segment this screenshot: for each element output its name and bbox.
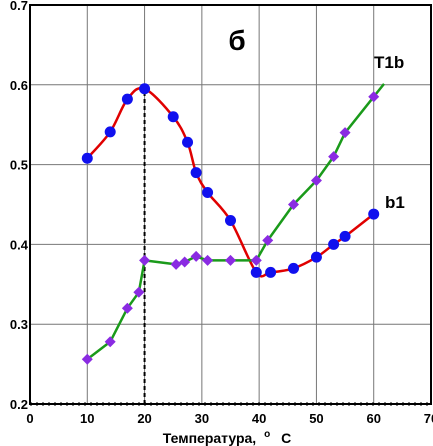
data-point-b1 bbox=[104, 126, 116, 138]
data-point-t1b bbox=[133, 286, 145, 298]
y-tick-label: 0.4 bbox=[10, 237, 29, 252]
y-tick-label: 0.6 bbox=[10, 78, 28, 93]
panel-label: б bbox=[228, 25, 245, 56]
y-tick-label: 0.7 bbox=[10, 0, 28, 13]
y-tick-label: 0.2 bbox=[10, 397, 28, 412]
data-point-t1b bbox=[368, 91, 380, 103]
data-point-t1b bbox=[310, 175, 322, 187]
data-point-b1 bbox=[182, 136, 194, 148]
data-point-t1b bbox=[339, 127, 351, 139]
data-point-t1b bbox=[170, 258, 182, 270]
x-tick-label: 30 bbox=[195, 411, 209, 426]
data-point-t1b bbox=[81, 353, 93, 365]
data-point-t1b bbox=[328, 151, 340, 163]
data-point-b1 bbox=[339, 230, 351, 242]
data-point-b1 bbox=[225, 214, 236, 226]
data-point-t1b bbox=[225, 254, 236, 266]
grid bbox=[30, 5, 431, 404]
data-point-t1b bbox=[262, 234, 274, 246]
data-point-b1 bbox=[202, 187, 214, 199]
data-point-b1 bbox=[310, 251, 322, 263]
x-axis-degree-sign: o bbox=[264, 429, 270, 440]
series-line-t1b bbox=[86, 96, 375, 361]
data-point-t1b bbox=[190, 250, 202, 262]
data-point-b1 bbox=[288, 262, 300, 274]
data-point-b1 bbox=[121, 93, 133, 105]
data-point-b1 bbox=[250, 266, 262, 278]
x-tick-label: 0 bbox=[26, 411, 33, 426]
x-axis-title: Температура, o C bbox=[163, 424, 291, 446]
data-point-b1 bbox=[167, 111, 179, 123]
data-point-t1b bbox=[250, 254, 262, 266]
data-point-b1 bbox=[81, 152, 93, 164]
axes bbox=[29, 4, 432, 406]
data-point-t1b bbox=[202, 254, 214, 266]
data-point-t1b bbox=[179, 256, 191, 268]
data-point-t1b bbox=[104, 336, 116, 348]
data-point-b1 bbox=[328, 238, 340, 250]
x-axis-unit: C bbox=[281, 430, 291, 446]
tick-labels: 0 10 20 30 40 50 60 70 0.2 0.3 0.4 0.5 0.6 0.7 bbox=[10, 0, 433, 426]
y-tick-label: 0.5 bbox=[10, 158, 28, 173]
series-markers bbox=[81, 83, 380, 365]
x-tick-label: 40 bbox=[252, 411, 266, 426]
series-label-t1b: T1b bbox=[374, 53, 404, 72]
x-tick-label: 60 bbox=[366, 411, 380, 426]
plot-frame bbox=[29, 4, 432, 405]
x-tick-label: 70 bbox=[424, 411, 433, 426]
x-tick-label: 20 bbox=[137, 411, 151, 426]
x-tick-label: 10 bbox=[80, 411, 94, 426]
series-label-b1: b1 bbox=[385, 193, 405, 212]
data-point-b1 bbox=[139, 83, 151, 95]
y-tick-label: 0.3 bbox=[10, 317, 28, 332]
data-point-b1 bbox=[190, 167, 202, 179]
data-point-b1 bbox=[368, 208, 380, 220]
x-axis-label: Температура, bbox=[163, 430, 256, 446]
data-point-t1b bbox=[288, 199, 300, 210]
series-line-b1 bbox=[86, 86, 375, 278]
data-point-t1b bbox=[121, 302, 133, 314]
data-point-t1b bbox=[139, 254, 151, 266]
x-tick-label: 50 bbox=[309, 411, 323, 426]
data-point-b1 bbox=[265, 266, 277, 278]
